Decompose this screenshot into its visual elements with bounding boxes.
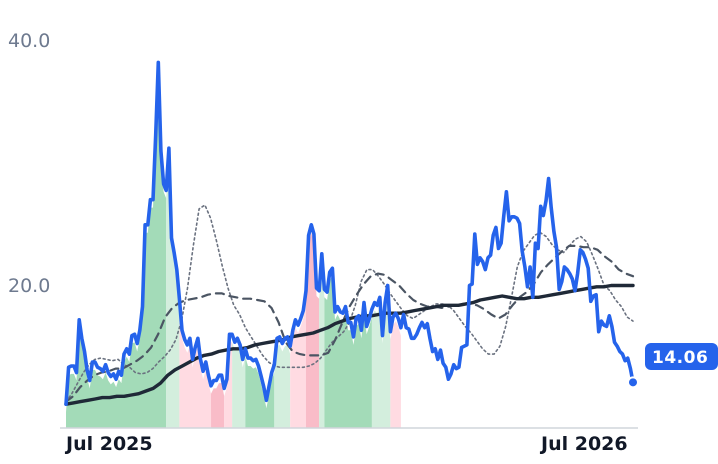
regime-band [390, 321, 401, 428]
regime-band [232, 342, 246, 428]
regime-band [305, 232, 320, 428]
regime-bands [66, 70, 401, 429]
series-lines [64, 60, 635, 406]
regime-band [324, 276, 372, 428]
last-value-badge-background [645, 343, 718, 370]
last-value-label: 14.06 [652, 348, 708, 368]
main-line-series [64, 60, 635, 406]
y-tick-label-40: 40.0 [8, 30, 50, 52]
regime-band [274, 344, 291, 428]
x-tick-label-jul-2025: Jul 2025 [64, 433, 153, 455]
regime-band [66, 70, 167, 429]
regime-band [290, 298, 306, 428]
regime-band [319, 261, 325, 428]
regime-band [211, 383, 225, 428]
regime-band [371, 293, 391, 428]
regime-band [179, 306, 212, 428]
regime-band [224, 342, 233, 428]
slow-average-solid-series [64, 283, 635, 406]
last-value-badge: 14.06 [645, 343, 718, 370]
medium-average-dashed-series [64, 244, 635, 403]
last-value-point [627, 376, 639, 389]
x-tick-label-jul-2026: Jul 2026 [539, 433, 628, 455]
regime-band [245, 356, 275, 428]
y-tick-label-20: 20.0 [8, 275, 50, 297]
